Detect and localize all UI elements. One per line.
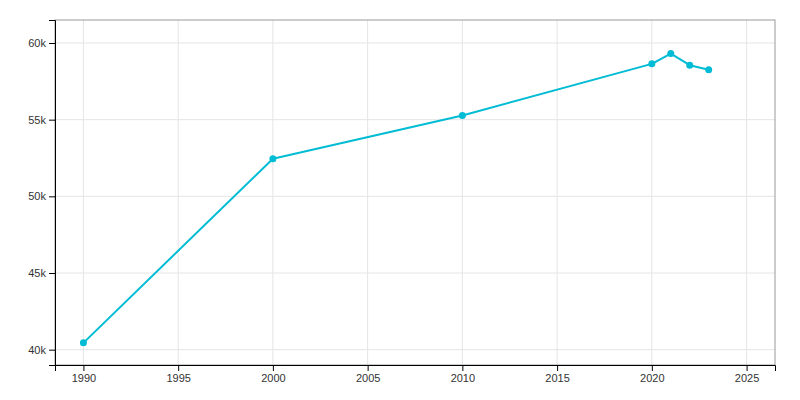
grid-line <box>55 196 775 197</box>
tick-mark <box>49 273 55 274</box>
tick: 45k <box>28 267 55 279</box>
tick-mark <box>652 365 653 371</box>
tick-label: 1995 <box>166 372 190 384</box>
point <box>686 62 693 69</box>
tick-label: 60k <box>28 37 46 49</box>
tick-mark <box>273 365 274 371</box>
tick-mark <box>83 365 84 371</box>
tick-label: 2015 <box>545 372 569 384</box>
plot-frame <box>55 20 775 365</box>
tick-label: 1990 <box>72 372 96 384</box>
tick-label: 55k <box>28 114 46 126</box>
tick: 60k <box>28 37 55 49</box>
tick-mark <box>49 120 55 121</box>
tick: 2010 <box>451 365 475 384</box>
tick: 50k <box>28 190 55 202</box>
grid <box>55 20 775 365</box>
grid-line <box>462 20 463 365</box>
tick-mark <box>368 365 369 371</box>
data-layer <box>80 50 712 346</box>
point <box>705 66 712 73</box>
tick-mark <box>49 196 55 197</box>
grid-line <box>557 20 558 365</box>
tick-label: 2010 <box>451 372 475 384</box>
tick-mark <box>747 365 748 371</box>
tick: 40k <box>28 344 55 356</box>
tick: 2025 <box>735 365 759 384</box>
grid-line <box>55 43 775 44</box>
tick: 2005 <box>356 365 380 384</box>
tick-mark <box>49 350 55 351</box>
grid-line <box>651 20 652 365</box>
tick-label: 2025 <box>735 372 759 384</box>
tick-label: 2020 <box>640 372 664 384</box>
tick: 2020 <box>640 365 664 384</box>
tick: 1990 <box>72 365 96 384</box>
grid-line <box>55 273 775 274</box>
tick-mark <box>49 43 55 44</box>
point <box>80 339 87 346</box>
x-axis: 1990 1995 2000 2005 2010 2015 2020 2025 <box>56 365 776 384</box>
grid-line <box>746 20 747 365</box>
tick: 1995 <box>166 365 190 384</box>
axis-line <box>49 21 56 366</box>
tick-label: 2005 <box>356 372 380 384</box>
tick-mark <box>462 365 463 371</box>
grid-line <box>83 20 84 365</box>
plot: 1990 1995 2000 2005 2010 2015 2020 2025 40k 45k 50… <box>28 20 775 384</box>
y-axis: 40k 45k 50k 55k 60k <box>28 21 55 366</box>
line <box>83 54 708 343</box>
chart: 1990 1995 2000 2005 2010 2015 2020 2025 40k 45k 50… <box>0 0 800 400</box>
tick-mark <box>178 365 179 371</box>
tick-label: 45k <box>28 267 46 279</box>
tick: 55k <box>28 114 55 126</box>
tick-label: 2000 <box>261 372 285 384</box>
tick: 2000 <box>261 365 285 384</box>
tick: 2015 <box>545 365 569 384</box>
point <box>667 50 674 57</box>
axis-line <box>56 366 776 372</box>
tick-label: 50k <box>28 190 46 202</box>
tick-mark <box>557 365 558 371</box>
grid-line <box>55 349 775 350</box>
point <box>459 112 466 119</box>
grid-line <box>178 20 179 365</box>
grid-line <box>55 119 775 120</box>
grid-line <box>272 20 273 365</box>
tick-label: 40k <box>28 344 46 356</box>
grid-line <box>367 20 368 365</box>
point <box>269 155 276 162</box>
point <box>648 60 655 67</box>
